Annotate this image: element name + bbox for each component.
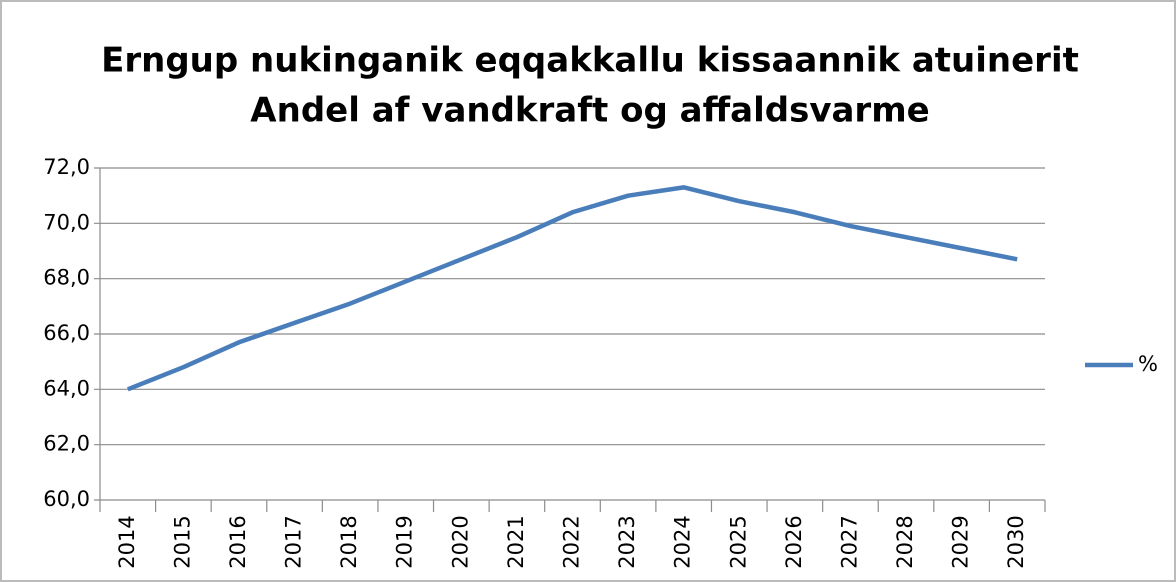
y-tick-label: 70,0: [43, 210, 90, 234]
chart-subtitle: Andel af vandkraft og affaldsvarme: [250, 91, 929, 131]
x-tick-label: 2024: [671, 515, 695, 568]
y-tick-label: 66,0: [43, 321, 90, 345]
x-tick-label: 2018: [337, 515, 361, 568]
series-line: [126, 185, 1018, 392]
x-tick-label: 2025: [726, 515, 750, 568]
x-tick-label: 2030: [1004, 515, 1028, 568]
x-tick-label: 2016: [226, 515, 250, 568]
y-tick-label: 62,0: [43, 432, 90, 456]
x-tick-label: 2015: [170, 515, 194, 568]
x-tick-label: 2026: [782, 515, 806, 568]
x-tick-label: 2021: [504, 515, 528, 568]
x-tick-label: 2020: [448, 515, 472, 568]
y-tick-label: 72,0: [43, 155, 90, 179]
x-tick-label: 2019: [393, 515, 417, 568]
chart-title: Erngup nukinganik eqqakkallu kissaannik …: [101, 41, 1079, 81]
x-tick-label: 2029: [949, 515, 973, 568]
x-tick-label: 2022: [560, 515, 584, 568]
x-tick-label: 2028: [893, 515, 917, 568]
y-tick-label: 64,0: [43, 376, 90, 400]
x-tick-label: 2017: [282, 515, 306, 568]
x-tick-label: 2023: [615, 515, 639, 568]
y-tick-label: 68,0: [43, 266, 90, 290]
x-tick-label: 2014: [115, 515, 139, 568]
x-tick-label: 2027: [837, 515, 861, 568]
y-tick-label: 60,0: [43, 487, 90, 511]
legend-label: %: [1138, 352, 1158, 376]
